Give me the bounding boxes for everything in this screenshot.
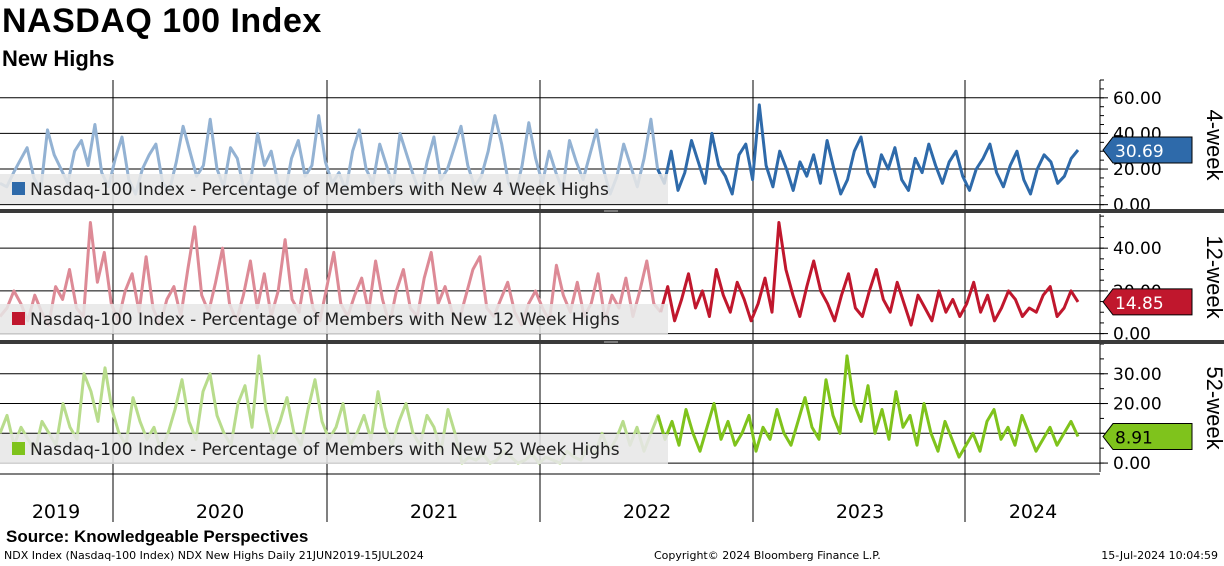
- legend-label: Nasdaq-100 Index - Percentage of Members…: [30, 180, 609, 200]
- x-tick-label: 2021: [410, 501, 458, 523]
- y-tick-label: 20.00: [1113, 160, 1162, 180]
- y-tick-label: 20.00: [1113, 395, 1162, 415]
- series-line: [659, 221, 1080, 327]
- last-value-label: 14.85: [1115, 294, 1164, 314]
- x-tick-label: 2019: [32, 501, 80, 523]
- legend-label: Nasdaq-100 Index - Percentage of Members…: [30, 440, 620, 460]
- last-value-badge: [1102, 136, 1193, 164]
- last-value-badge: [1102, 423, 1193, 451]
- chart-title: NASDAQ 100 Index: [2, 2, 322, 40]
- series-line: [656, 354, 1080, 459]
- source-note: Source: Knowledgeable Perspectives: [6, 527, 309, 546]
- x-tick-label: 2022: [623, 501, 671, 523]
- y-tick-label: 30.00: [1113, 365, 1162, 385]
- legend-box: [0, 434, 668, 464]
- y-tick-label: 0.00: [1113, 454, 1151, 474]
- panel-side-label: 52-week: [1202, 366, 1224, 450]
- legend-swatch: [12, 312, 25, 325]
- panel-side-label: 12-week: [1202, 235, 1224, 319]
- panel-side-label: 4-week: [1202, 110, 1224, 182]
- y-tick-label: 60.00: [1113, 89, 1162, 109]
- footer-timestamp: 15-Jul-2024 10:04:59: [1101, 549, 1218, 562]
- series-line: [656, 103, 1080, 196]
- chart-subtitle: New Highs: [2, 46, 115, 71]
- legend-box: [0, 304, 668, 334]
- footer-series-info: NDX Index (Nasdaq-100 Index) NDX New Hig…: [4, 549, 424, 562]
- legend-box: [0, 174, 668, 204]
- x-tick-label: 2023: [836, 501, 884, 523]
- last-value-badge: [1102, 288, 1193, 316]
- x-tick-label: 2024: [1009, 501, 1057, 523]
- footer-copyright: Copyright© 2024 Bloomberg Finance L.P.: [654, 549, 881, 562]
- x-tick-label: 2020: [196, 501, 244, 523]
- last-value-label: 8.91: [1115, 429, 1153, 449]
- legend-swatch: [12, 442, 25, 455]
- y-tick-label: 0.00: [1113, 325, 1151, 345]
- legend-label: Nasdaq-100 Index - Percentage of Members…: [30, 310, 620, 330]
- y-tick-label: 40.00: [1113, 239, 1162, 259]
- last-value-label: 30.69: [1115, 142, 1164, 162]
- legend-swatch: [12, 182, 25, 195]
